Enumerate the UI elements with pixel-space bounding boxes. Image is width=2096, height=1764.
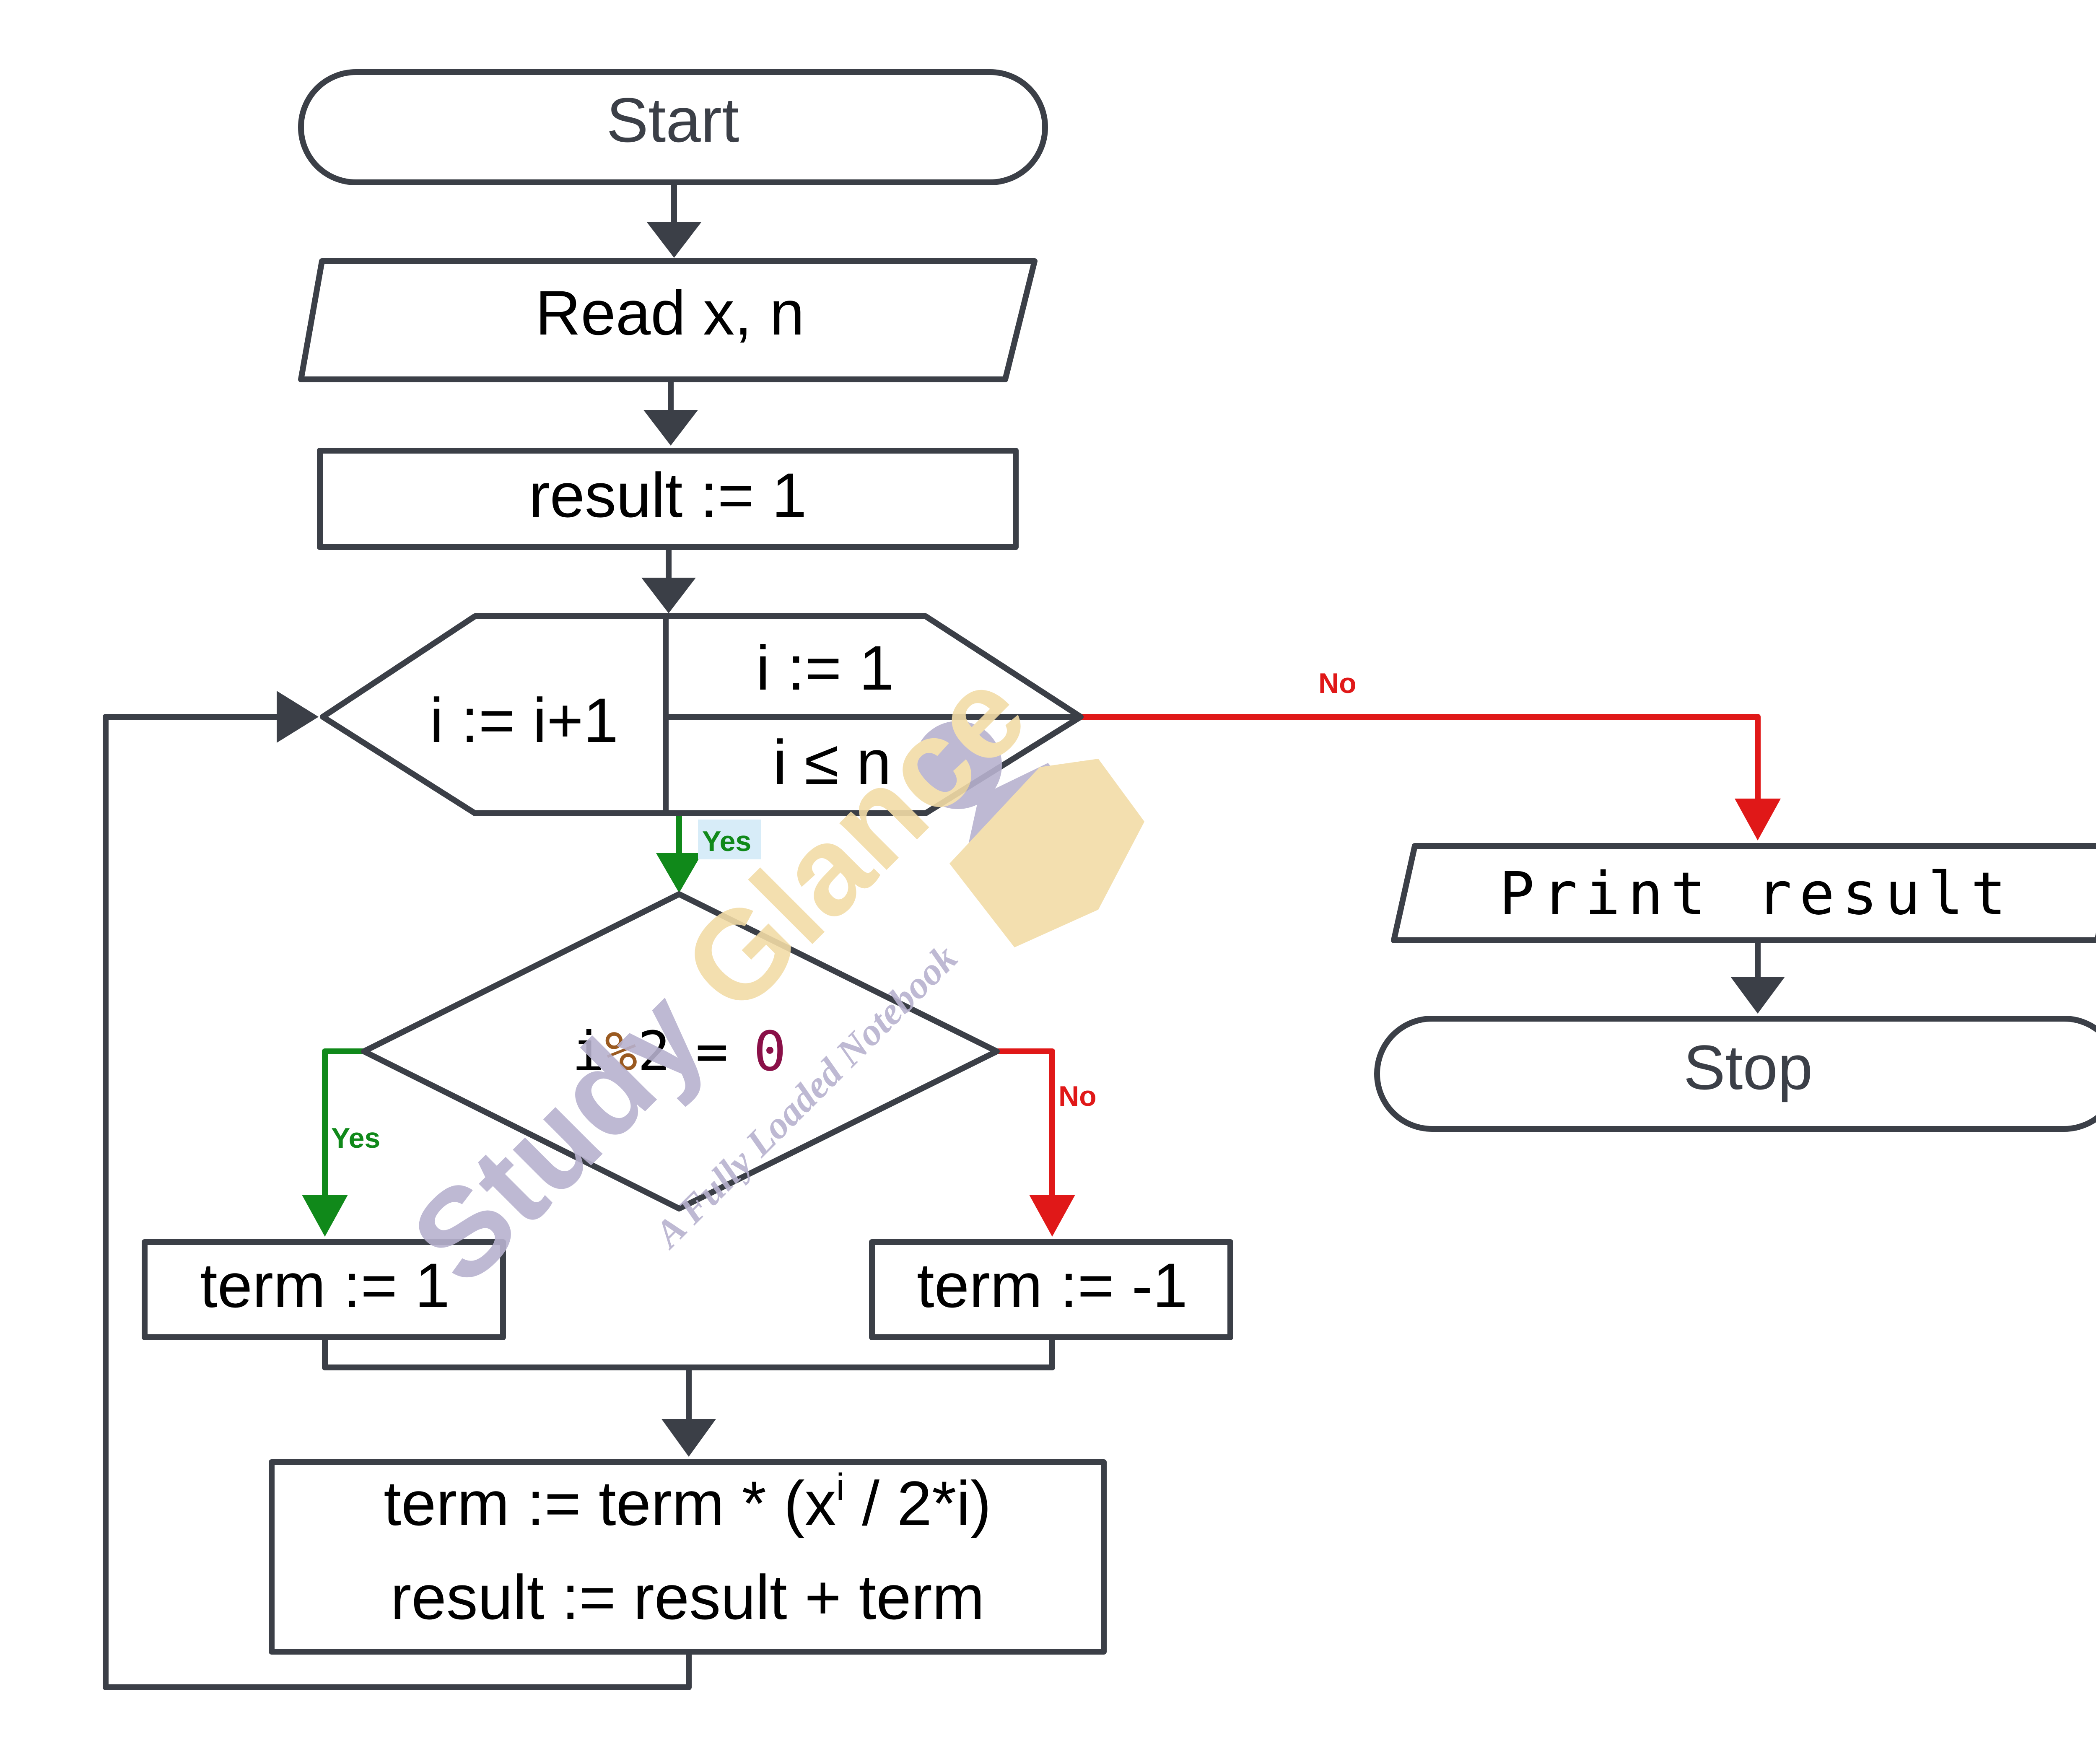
arrowhead-icon — [1735, 799, 1781, 840]
loop-init-label: i := 1 — [756, 633, 894, 703]
read-label: Read x, n — [535, 278, 804, 348]
decision-eq: = — [695, 1019, 728, 1083]
stop-label: Stop — [1684, 1032, 1813, 1102]
calc-line-2: result := result + term — [390, 1562, 984, 1632]
arrowhead-icon — [302, 1195, 348, 1237]
loop-update-label: i := i+1 — [430, 685, 618, 755]
arrowhead-icon — [277, 691, 319, 743]
decision-op: % — [605, 1019, 638, 1083]
edge-merge — [322, 1334, 1055, 1370]
term-neg-label: term := -1 — [917, 1250, 1188, 1320]
start-node: Start — [298, 69, 1048, 185]
decision-zero: 0 — [753, 1019, 786, 1083]
calc-line-1: term := term * (xi / 2*i) — [384, 1466, 991, 1538]
loop-node: i := i+1 i := 1 i ≤ n — [320, 613, 1084, 816]
decision-var: i — [572, 1019, 604, 1083]
term-pos-node: term := 1 — [142, 1239, 506, 1340]
watermark-logo-icon — [914, 721, 1144, 947]
arrowhead-icon — [647, 222, 701, 258]
term-neg-node: term := -1 — [869, 1239, 1233, 1340]
decision-num: 2 — [638, 1019, 670, 1083]
arrowhead-icon — [1029, 1195, 1075, 1237]
init-label: result := 1 — [529, 460, 807, 530]
stop-node: Stop — [1374, 1016, 2096, 1132]
calc-line-1-pre: term := term * (x — [384, 1468, 836, 1538]
term-pos-label: term := 1 — [200, 1250, 450, 1320]
start-label: Start — [607, 85, 739, 155]
decision-label: i%2 = 0 — [572, 1019, 786, 1083]
edge-dec-no — [997, 1048, 1055, 1195]
arrowhead-icon — [661, 1419, 716, 1457]
edge-label-loop-no: No — [1318, 667, 1357, 699]
edge-label-dec-no: No — [1058, 1080, 1097, 1112]
edge-loop-back — [103, 714, 692, 1690]
arrowhead-icon — [643, 410, 698, 446]
arrowhead-icon — [641, 578, 696, 613]
init-node: result := 1 — [317, 448, 1019, 550]
edge-label-dec-yes: Yes — [331, 1122, 380, 1154]
read-node: Read x, n — [298, 258, 1038, 382]
print-node: Print result — [1391, 843, 2096, 943]
arrowhead-icon — [1730, 977, 1785, 1014]
edge-loop-no — [1081, 714, 1761, 799]
decision-node: i%2 = 0 — [361, 891, 1000, 1211]
loop-cond-label: i ≤ n — [773, 727, 891, 797]
edge-dec-yes — [322, 1048, 364, 1195]
arrowhead-icon — [656, 853, 702, 893]
yes-label-bg — [698, 820, 761, 859]
connectors — [103, 179, 1785, 1690]
print-label: Print result — [1499, 860, 2013, 928]
calc-node: term := term * (xi / 2*i) result := resu… — [269, 1459, 1107, 1655]
edge-label-loop-yes: Yes — [702, 825, 751, 857]
calc-line-1-post: / 2*i) — [845, 1468, 991, 1538]
calc-line-1-sup: i — [836, 1466, 845, 1508]
